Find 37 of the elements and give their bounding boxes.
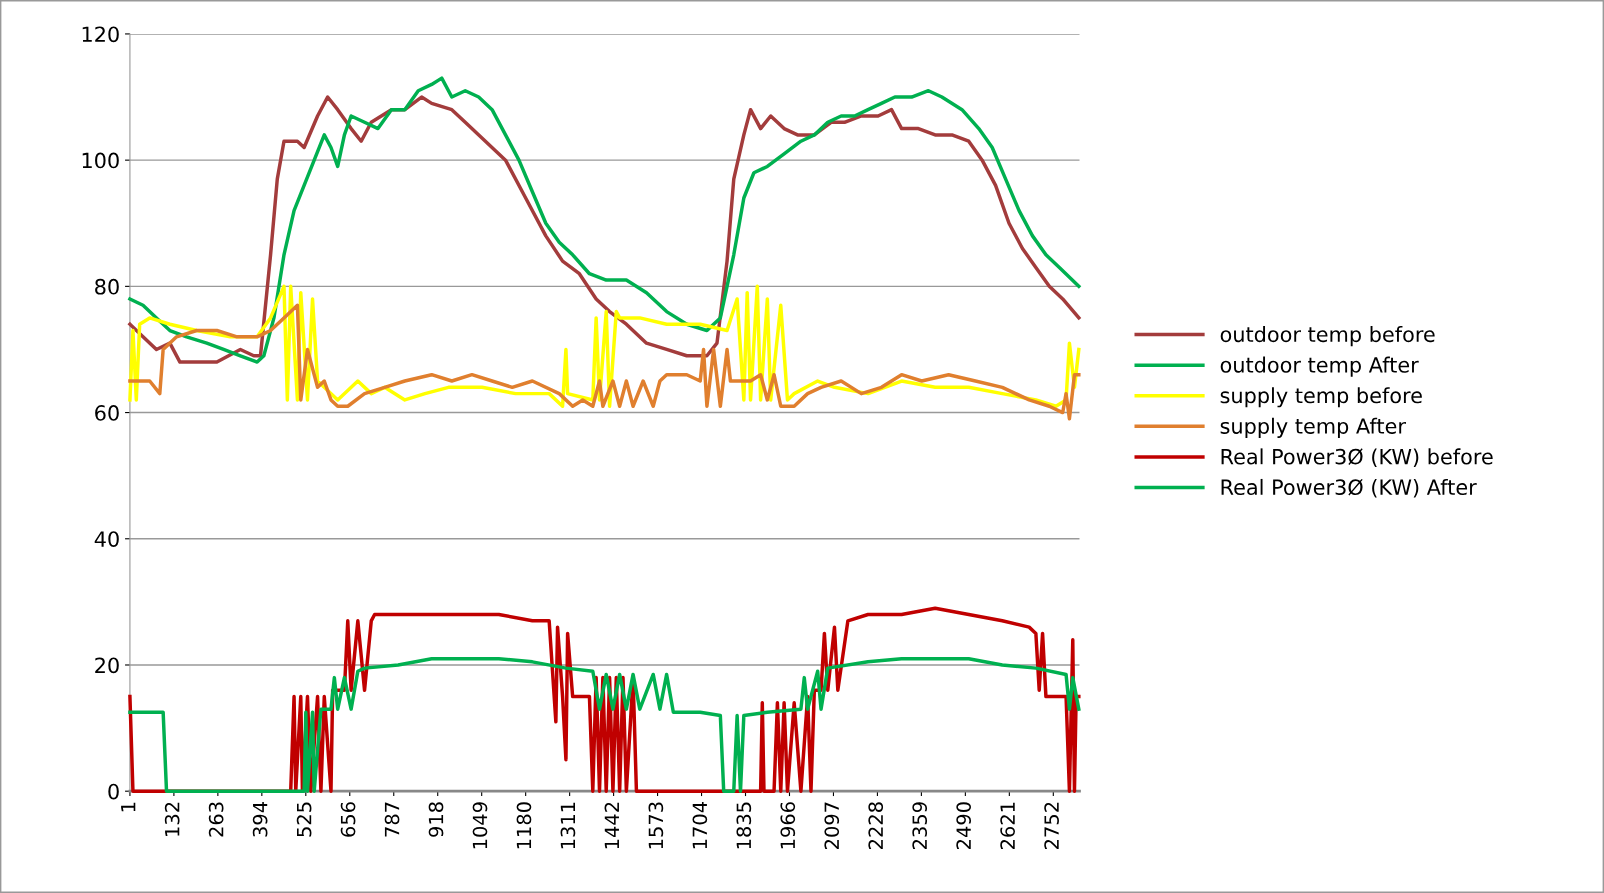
x-tick-label: 2752 bbox=[1044, 802, 1059, 849]
legend-label: Real Power3Ø (KW) before bbox=[1221, 448, 1493, 467]
x-tick-label: 394 bbox=[252, 802, 268, 837]
legend-label: Real Power3Ø (KW) After bbox=[1221, 478, 1477, 498]
x-tick-label: 656 bbox=[340, 802, 356, 837]
x-tick-label: 918 bbox=[428, 802, 444, 837]
legend-label: supply temp After bbox=[1220, 417, 1406, 438]
y-tick-label: 20 bbox=[95, 657, 119, 674]
x-tick-label: 1180 bbox=[516, 802, 532, 849]
y-tick-label: 40 bbox=[94, 531, 119, 547]
x-tick-label: 1 bbox=[121, 802, 136, 812]
x-tick-label: 1966 bbox=[780, 802, 796, 849]
y-tick-label: 60 bbox=[95, 405, 119, 421]
x-tick-label: 1704 bbox=[692, 802, 708, 849]
x-tick-label: 2490 bbox=[956, 802, 972, 849]
x-tick-label: 1311 bbox=[560, 802, 576, 849]
x-tick-label: 2621 bbox=[1000, 802, 1015, 849]
x-tick-label: 1049 bbox=[472, 802, 488, 849]
line-series bbox=[128, 303, 1081, 421]
x-tick-label: 2097 bbox=[824, 802, 840, 849]
y-tick-label: 120 bbox=[82, 26, 119, 43]
y-tick-label: 100 bbox=[82, 152, 119, 169]
x-tick-label: 525 bbox=[296, 802, 312, 837]
x-tick-label: 263 bbox=[208, 802, 224, 837]
legend-label: supply temp before bbox=[1220, 387, 1422, 408]
x-tick-label: 1835 bbox=[736, 802, 752, 849]
y-tick-label: 0 bbox=[108, 783, 119, 800]
x-tick-label: 2228 bbox=[868, 802, 884, 849]
x-tick-label: 1573 bbox=[648, 802, 664, 849]
x-tick-label: 132 bbox=[164, 802, 180, 836]
x-tick-label: 2359 bbox=[912, 802, 928, 849]
legend-label: outdoor temp After bbox=[1220, 356, 1419, 377]
line-series bbox=[128, 656, 1081, 793]
y-tick-label: 80 bbox=[95, 278, 119, 295]
legend-label: outdoor temp before bbox=[1220, 326, 1435, 347]
x-tick-label: 787 bbox=[384, 802, 400, 837]
x-tick-label: 1442 bbox=[604, 802, 619, 849]
